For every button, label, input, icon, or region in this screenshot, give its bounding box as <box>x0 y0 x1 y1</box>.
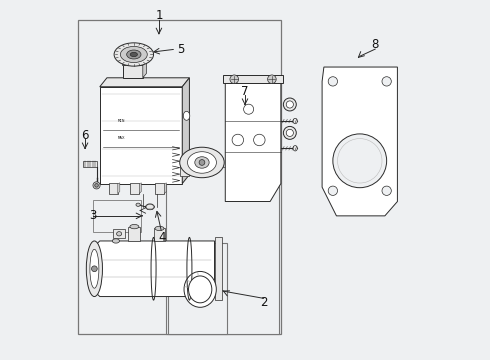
Circle shape <box>286 129 294 136</box>
Circle shape <box>286 101 294 108</box>
Polygon shape <box>118 183 120 194</box>
Bar <box>122 62 144 65</box>
Circle shape <box>93 182 100 189</box>
Ellipse shape <box>130 225 139 229</box>
Bar <box>123 65 143 78</box>
Ellipse shape <box>86 241 102 297</box>
Polygon shape <box>322 67 397 216</box>
Circle shape <box>283 126 296 139</box>
Circle shape <box>333 134 387 188</box>
Text: MAX: MAX <box>118 136 125 140</box>
Bar <box>130 183 139 194</box>
Bar <box>180 162 190 176</box>
Bar <box>155 183 164 194</box>
Bar <box>93 200 141 232</box>
Circle shape <box>230 75 239 84</box>
Ellipse shape <box>117 231 122 236</box>
Ellipse shape <box>146 204 154 210</box>
Text: 5: 5 <box>177 42 184 55</box>
Ellipse shape <box>293 118 297 124</box>
Bar <box>153 228 166 241</box>
Ellipse shape <box>121 46 147 63</box>
Circle shape <box>95 184 98 187</box>
Text: 6: 6 <box>81 129 89 142</box>
Ellipse shape <box>244 104 254 114</box>
Text: 1: 1 <box>155 9 163 22</box>
Ellipse shape <box>136 203 140 206</box>
Ellipse shape <box>112 239 120 243</box>
Circle shape <box>328 77 338 86</box>
Polygon shape <box>182 78 190 184</box>
Circle shape <box>283 98 296 111</box>
Bar <box>128 226 140 241</box>
Text: 3: 3 <box>89 210 96 222</box>
Ellipse shape <box>183 111 190 120</box>
Circle shape <box>199 159 205 165</box>
Text: 8: 8 <box>371 38 379 51</box>
Polygon shape <box>225 83 281 202</box>
Ellipse shape <box>293 145 297 151</box>
Circle shape <box>254 134 265 146</box>
Polygon shape <box>100 78 190 87</box>
Text: 4: 4 <box>158 231 166 244</box>
Ellipse shape <box>114 43 153 66</box>
Bar <box>215 237 221 300</box>
Ellipse shape <box>90 249 99 288</box>
Ellipse shape <box>184 271 216 307</box>
Circle shape <box>382 77 392 86</box>
Circle shape <box>328 186 338 195</box>
Bar <box>113 229 125 238</box>
Polygon shape <box>96 241 215 297</box>
Bar <box>166 167 279 334</box>
Circle shape <box>232 134 244 146</box>
Ellipse shape <box>180 147 224 178</box>
Ellipse shape <box>130 52 137 57</box>
Bar <box>168 243 227 334</box>
Ellipse shape <box>188 152 217 173</box>
Circle shape <box>382 186 392 195</box>
Bar <box>78 21 281 334</box>
Text: 2: 2 <box>260 296 268 309</box>
Ellipse shape <box>155 226 164 230</box>
Polygon shape <box>164 183 167 194</box>
Text: MIN: MIN <box>118 118 125 123</box>
Ellipse shape <box>189 276 212 303</box>
Circle shape <box>338 139 382 183</box>
Bar <box>100 87 182 184</box>
Circle shape <box>268 75 276 84</box>
Bar <box>83 161 97 167</box>
Ellipse shape <box>126 50 141 59</box>
Text: 7: 7 <box>241 85 249 98</box>
Ellipse shape <box>195 157 209 168</box>
Polygon shape <box>139 183 141 194</box>
Polygon shape <box>143 61 147 78</box>
Bar <box>109 183 118 194</box>
Circle shape <box>92 266 97 272</box>
Bar <box>223 75 283 83</box>
